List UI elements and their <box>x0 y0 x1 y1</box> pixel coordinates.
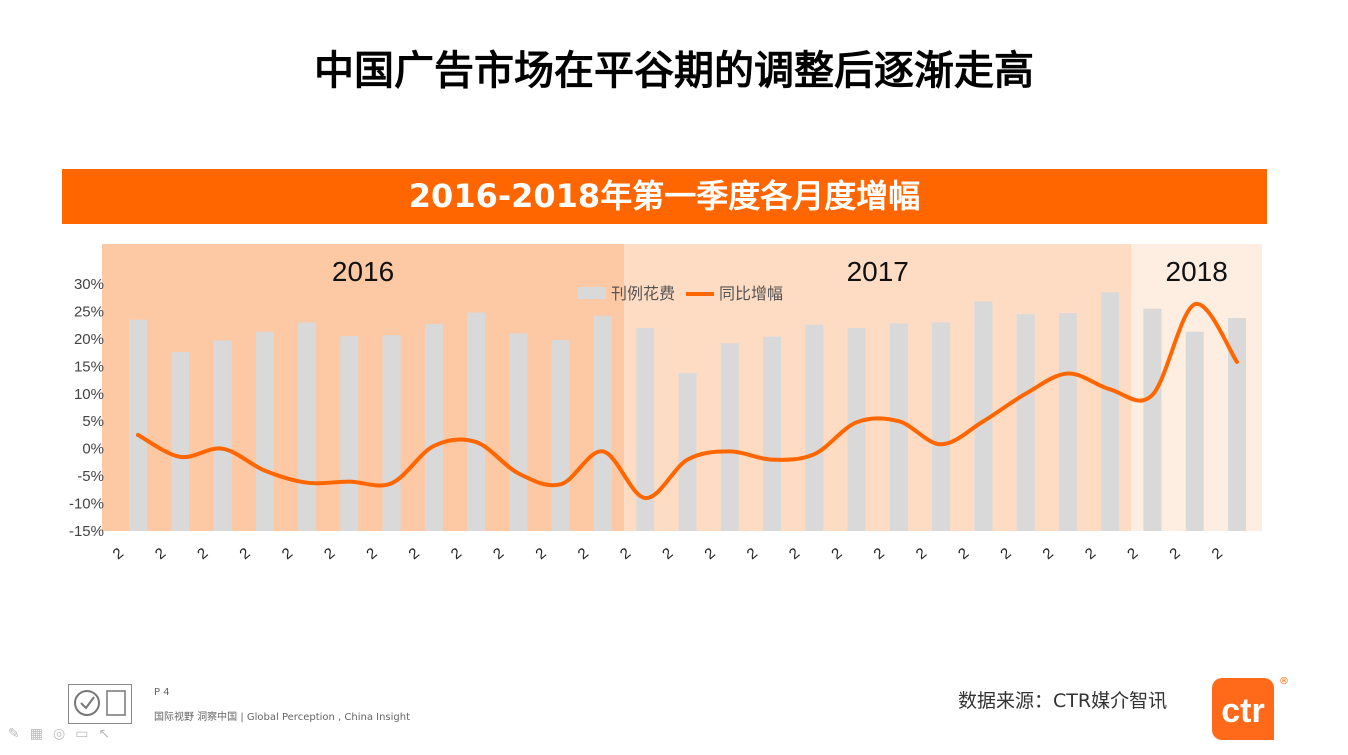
y-tick-label: 5% <box>82 413 104 430</box>
x-tick-label: 2 <box>490 545 507 563</box>
bar <box>1228 318 1246 531</box>
bar <box>1016 314 1035 531</box>
x-tick-label: 2 <box>532 545 549 563</box>
x-tick-label: 2 <box>1040 545 1057 563</box>
bar <box>720 343 739 531</box>
legend-label: 同比增幅 <box>719 284 783 303</box>
period-label: 2018 <box>1166 256 1228 287</box>
zoom-icon[interactable]: ◎ <box>52 726 76 742</box>
chart-banner: 2016-2018年第一季度各月度增幅 <box>62 169 1267 224</box>
bar <box>763 336 782 531</box>
y-tick-label: 20% <box>74 331 104 348</box>
x-tick-label: 2 <box>363 545 380 563</box>
bar <box>636 327 655 531</box>
page-title: 中国广告市场在平谷期的调整后逐渐走高 <box>314 48 1034 94</box>
y-tick-label: 0% <box>82 441 104 458</box>
bar <box>551 339 570 531</box>
x-tick-label: 2 <box>828 545 845 563</box>
period-label: 2016 <box>332 256 394 287</box>
x-tick-label: 2 <box>406 545 423 563</box>
y-tick-label: -5% <box>77 468 104 485</box>
x-tick-label: 2 <box>575 545 592 563</box>
y-tick-label: 25% <box>74 303 104 320</box>
y-tick-label: 30% <box>74 276 104 293</box>
x-tick-label: 2 <box>236 545 253 563</box>
bar <box>1058 313 1077 531</box>
registered-mark: ® <box>1279 676 1289 687</box>
x-tick-label: 2 <box>617 545 634 563</box>
bar <box>1101 292 1120 531</box>
y-tick-label: 10% <box>74 386 104 403</box>
x-tick-label: 2 <box>701 545 718 563</box>
data-source: 数据来源：CTR媒介智讯 <box>958 690 1168 712</box>
bar <box>678 372 697 531</box>
certification-logo <box>68 684 132 724</box>
slide-tools[interactable]: ✎▦◎▭↖ <box>8 726 120 742</box>
bar <box>509 333 528 531</box>
bar <box>129 319 147 531</box>
bar <box>932 322 951 531</box>
x-tick-label: 2 <box>955 545 972 563</box>
bar <box>467 312 486 531</box>
x-tick-label: 2 <box>1124 545 1141 563</box>
bar <box>171 352 190 531</box>
x-tick-label: 2 <box>448 545 465 563</box>
x-tick-label: 2 <box>659 545 676 563</box>
legend-swatch-bar <box>578 287 606 299</box>
period-band <box>624 244 1132 531</box>
pen-icon[interactable]: ✎ <box>8 726 30 742</box>
ctr-logo: ctr <box>1212 678 1274 740</box>
y-tick-label: -10% <box>69 496 104 513</box>
x-tick-label: 2 <box>194 545 211 563</box>
x-tick-label: 2 <box>279 545 296 563</box>
bar <box>382 335 401 531</box>
x-tick-label: 2 <box>1166 545 1183 563</box>
bar <box>213 340 232 531</box>
footer-slogan: 国际视野 洞察中国 | Global Perception , China In… <box>154 712 411 723</box>
bar <box>424 324 443 531</box>
growth-line <box>136 302 1239 501</box>
x-tick-label: 2 <box>913 545 930 563</box>
bar <box>1185 331 1204 531</box>
x-tick-label: 2 <box>1209 545 1226 563</box>
x-tick-label: 2 <box>786 545 803 563</box>
bar <box>1143 308 1162 531</box>
y-tick-label: 15% <box>74 358 104 375</box>
bar <box>847 327 866 531</box>
x-tick-label: 2 <box>997 545 1014 563</box>
legend-label: 刊例花费 <box>611 284 675 303</box>
x-tick-label: 2 <box>152 545 169 563</box>
bar <box>298 322 317 531</box>
y-tick-label: -15% <box>69 523 104 540</box>
growth-chart: 2016 2017 2018 30% 25% 20% 15% 10% 5% 0% -5% -10% -1… <box>69 244 1262 563</box>
x-tick-label: 2 <box>744 545 761 563</box>
eraser-icon[interactable]: ▭ <box>75 726 99 742</box>
bar <box>889 323 908 531</box>
x-tick-label: 2 <box>1082 545 1099 563</box>
x-tick-label: 2 <box>870 545 887 563</box>
x-tick-label: 2 <box>110 545 127 563</box>
x-tick-label: 2 <box>321 545 338 563</box>
bar <box>340 336 359 531</box>
pointer-icon[interactable]: ↖ <box>98 726 121 742</box>
bar <box>805 324 824 531</box>
period-label: 2017 <box>847 256 909 287</box>
bar <box>593 315 612 531</box>
grid-icon[interactable]: ▦ <box>29 726 53 742</box>
page-number: P 4 <box>154 687 170 698</box>
bar <box>255 331 274 531</box>
bar <box>974 301 993 531</box>
